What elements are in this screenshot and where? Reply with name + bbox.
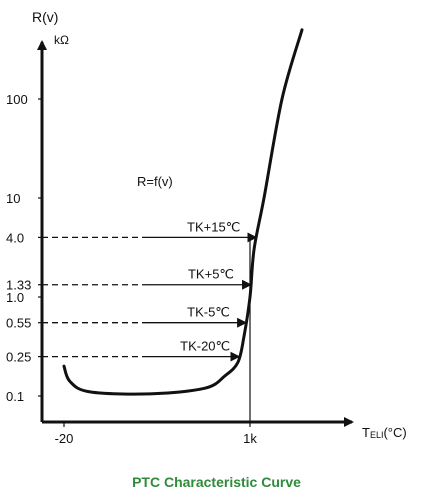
y-axis-unit: kΩ	[54, 33, 69, 47]
reference-line-label: TK+5℃	[188, 267, 234, 282]
x-axis-title-sub: ELI	[370, 430, 384, 440]
reference-line-label: TK-5℃	[187, 305, 230, 320]
characteristic-curve	[62, 28, 304, 396]
y-tick-label: 10	[6, 191, 20, 206]
x-axis-title-main: T	[362, 425, 370, 440]
x-tick-label: 1k	[243, 431, 257, 446]
y-tick-label: 0.25	[6, 350, 31, 365]
x-axis-title-unit: (°C)	[383, 425, 406, 440]
reference-line-label: TK+15℃	[187, 219, 240, 234]
chart-caption: PTC Characteristic Curve	[132, 474, 301, 490]
y-tick-label: 1.0	[6, 290, 24, 305]
y-tick-label: 0.1	[6, 389, 24, 404]
x-tick-label: -20	[55, 431, 74, 446]
x-axis-title: TELI(°C)	[362, 425, 407, 440]
y-axis-title: R(v)	[32, 9, 58, 25]
y-tick-label: 4.0	[6, 230, 24, 245]
y-tick-label: 1.33	[6, 278, 31, 293]
curve-label: R=f(v)	[137, 174, 173, 189]
y-tick-label: 0.55	[6, 316, 31, 331]
y-tick-label: 100	[6, 92, 28, 107]
reference-line-label: TK-20℃	[180, 339, 230, 354]
